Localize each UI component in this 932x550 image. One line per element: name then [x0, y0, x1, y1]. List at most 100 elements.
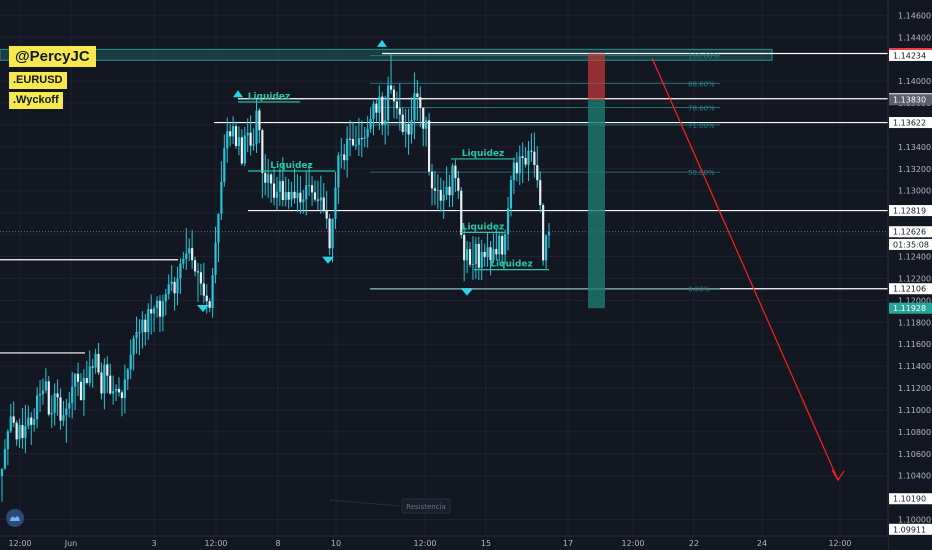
candle-body — [135, 332, 138, 339]
candle-body — [360, 138, 363, 140]
price-axis[interactable]: 1.146001.144001.140001.138001.136001.134… — [887, 0, 932, 550]
candle-body — [50, 412, 53, 415]
candle-body — [18, 425, 21, 440]
tradingview-logo-icon[interactable] — [6, 509, 24, 527]
candle-body — [454, 165, 457, 179]
candle-body — [343, 154, 346, 161]
fib-level-label: 88.60% — [688, 80, 715, 88]
target-zone — [588, 99, 605, 309]
candle-body — [226, 131, 229, 149]
candle-body — [389, 85, 393, 90]
candle-body — [419, 97, 422, 108]
author-watermark: @PercyJC — [9, 46, 96, 67]
liquidity-label: Liquidez — [270, 161, 313, 171]
liquidity-label: Liquidez — [462, 149, 505, 159]
candle-body — [539, 180, 542, 206]
candle-body — [144, 319, 147, 333]
time-axis[interactable]: 12:00 Jun 3 12:00 8 10 12:00 15 17 12:00 22 24 12:00 — [0, 535, 888, 550]
liquidity-label: Liquidez — [248, 92, 291, 102]
annotations: Liquidez Liquidez Liquidez Liquidez Liquidez… — [197, 39, 845, 514]
candle-body — [82, 378, 86, 401]
candle-body — [401, 114, 404, 132]
candle-body — [518, 156, 521, 174]
candle-body — [164, 293, 167, 302]
candle-body — [38, 394, 42, 396]
candle-body — [474, 243, 477, 265]
candle-body — [252, 144, 255, 146]
candle-body — [372, 103, 375, 119]
price-label-box — [889, 493, 932, 505]
price-tick-label: 1.13200 — [898, 165, 931, 174]
price-label-box — [889, 302, 932, 314]
candle-body — [103, 364, 106, 394]
candle-body — [340, 154, 343, 156]
candle-body — [407, 124, 410, 135]
candle-body — [504, 234, 507, 255]
time-tick-label: 12:00 — [204, 539, 227, 548]
candle-body — [41, 390, 45, 395]
candle-body — [129, 354, 132, 370]
candle-body — [392, 89, 396, 102]
candle-body — [498, 235, 501, 255]
candle-body — [308, 185, 311, 187]
candle-body — [74, 373, 77, 387]
candle-body — [509, 179, 513, 209]
candle-body — [270, 174, 273, 184]
candle-body — [179, 263, 182, 279]
candle-body — [319, 197, 322, 201]
time-tick-label: 22 — [689, 539, 699, 548]
price-label-text: 01:35:08 — [893, 240, 929, 249]
candle-body — [217, 213, 220, 243]
symbol-watermark: .EURUSD — [9, 72, 67, 89]
candle-body — [15, 422, 18, 440]
candle-body — [530, 150, 533, 152]
candle-body — [451, 165, 454, 196]
price-label-text: 1.13622 — [893, 119, 926, 128]
candle-body — [214, 242, 217, 276]
candle-body — [477, 243, 480, 268]
candle-body — [264, 172, 267, 183]
low-marker-triangle — [197, 305, 209, 313]
candle-body — [533, 151, 536, 166]
price-label-box — [889, 117, 932, 129]
time-tick-label: 24 — [757, 539, 767, 548]
resistencia-connector — [329, 499, 401, 507]
liquidity-label: Liquidez — [490, 260, 533, 270]
candle-body — [460, 190, 463, 235]
price-label-text: 1.09911 — [893, 525, 926, 534]
candle-body — [422, 107, 425, 129]
candle-body — [445, 186, 448, 195]
candle-body — [237, 137, 241, 147]
candle-body — [53, 393, 56, 413]
candle-body — [442, 194, 445, 201]
candle-body — [47, 381, 50, 415]
candle-body — [114, 388, 118, 392]
candle-body — [62, 415, 65, 421]
price-tick-label: 1.10600 — [898, 450, 931, 459]
candle-body — [85, 378, 88, 383]
price-tick-label: 1.10800 — [898, 428, 931, 437]
price-label-text: 1.12819 — [893, 207, 926, 216]
candle-body — [547, 231, 551, 236]
candle-body — [416, 93, 419, 98]
candle-body — [512, 162, 515, 180]
candle-body — [501, 235, 504, 255]
candle-body — [208, 301, 211, 308]
candle-body — [21, 425, 24, 439]
candle-body — [296, 192, 299, 199]
candle-body — [328, 218, 331, 249]
candle-body — [369, 118, 372, 129]
candle-body — [176, 278, 179, 294]
time-tick-label: 3 — [151, 539, 156, 548]
candle-body — [246, 132, 249, 136]
candle-body — [24, 426, 27, 439]
candle-body — [106, 364, 109, 376]
candle-body — [220, 181, 223, 214]
price-label-box — [889, 523, 932, 535]
candle-body — [378, 96, 381, 113]
candle-body — [284, 192, 287, 201]
candle-body — [193, 260, 197, 272]
candle-body — [59, 397, 62, 421]
candle-body — [305, 185, 308, 200]
